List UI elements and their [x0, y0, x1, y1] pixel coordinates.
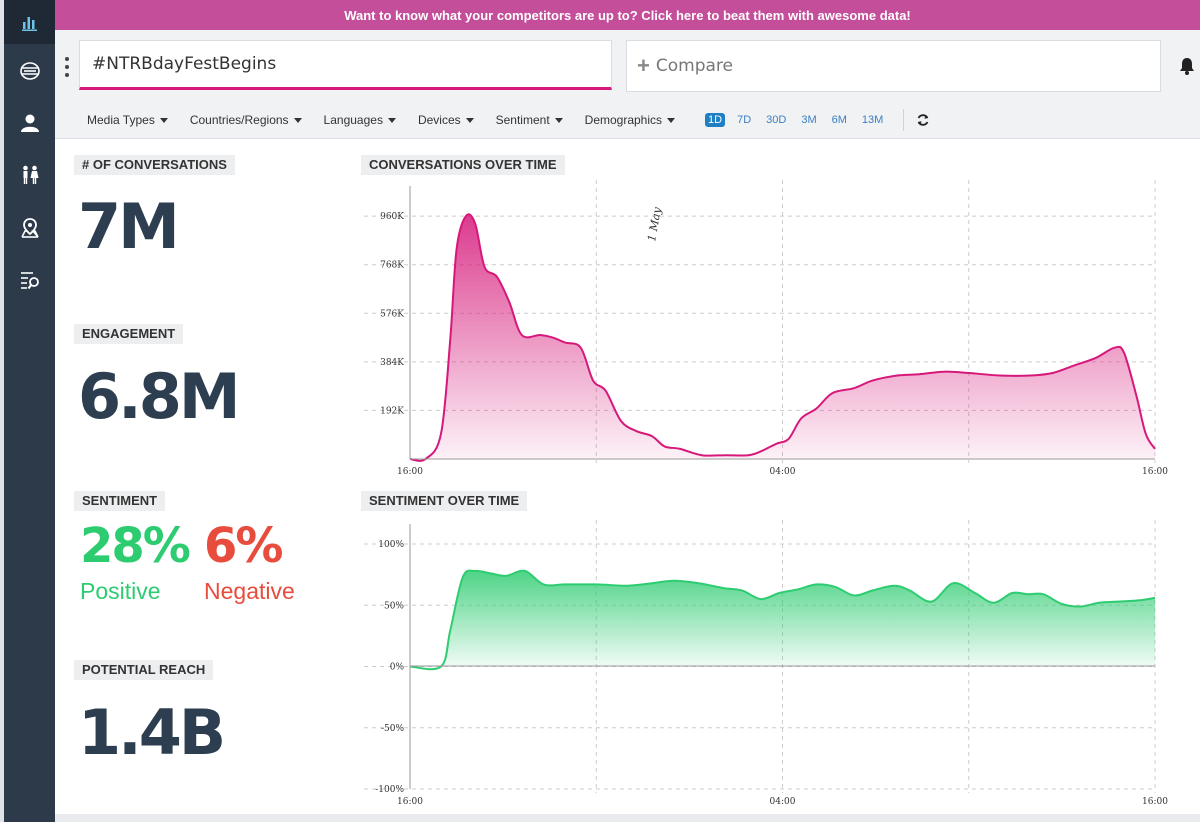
list-search-icon	[20, 272, 39, 290]
engagement-label: ENGAGEMENT	[74, 324, 184, 344]
filter-label: Media Types	[87, 113, 155, 127]
sidebar-item-demographics[interactable]	[4, 153, 55, 197]
search-box[interactable]	[79, 40, 612, 90]
y-tick-label: -100%	[375, 785, 404, 795]
y-tick-label: 384K	[380, 358, 404, 368]
map-pin-icon	[20, 218, 39, 238]
chevron-down-icon	[465, 117, 474, 123]
y-tick-label: 576K	[380, 309, 404, 319]
y-tick-label: 768K	[380, 261, 404, 271]
series-line	[409, 569, 1156, 671]
sentiment-chart-title: SENTIMENT OVER TIME	[361, 491, 528, 511]
y-tick-label: 960K	[380, 212, 404, 222]
reach-label: POTENTIAL REACH	[74, 660, 214, 680]
chevron-down-icon	[667, 117, 676, 123]
chevron-down-icon	[554, 117, 563, 123]
y-tick-label: 50%	[384, 601, 404, 611]
chevron-down-icon	[293, 117, 302, 123]
x-tick-label: 04:00	[770, 467, 796, 477]
sentiment-label: SENTIMENT	[74, 491, 166, 511]
filter-media-types[interactable]: Media Types	[87, 113, 168, 127]
sidebar-item-search-list[interactable]	[4, 258, 55, 302]
series-area	[410, 570, 1155, 670]
x-tick-label: 16:00	[397, 467, 423, 477]
filter-languages[interactable]: Languages	[324, 113, 396, 127]
filter-label: Demographics	[584, 113, 663, 127]
reach-value: 1.4B	[78, 696, 226, 769]
user-icon	[20, 114, 39, 132]
sidebar-edge	[0, 0, 4, 822]
negative-sentiment-value: 6%	[204, 518, 283, 574]
sidebar-item-dashboard[interactable]	[4, 0, 55, 44]
promo-banner[interactable]: Want to know what your competitors are u…	[55, 0, 1200, 30]
footer-strip	[55, 814, 1200, 822]
query-toolbar: + Compare Media Types Countries/Regions …	[55, 30, 1200, 139]
range-30d[interactable]: 30D	[766, 114, 787, 126]
sidebar	[0, 0, 55, 822]
filter-countries-regions[interactable]: Countries/Regions	[190, 113, 302, 127]
y-tick-label: 0%	[390, 663, 405, 673]
x-tick-label: 16:00	[1142, 467, 1168, 477]
sidebar-item-global[interactable]	[4, 49, 55, 93]
bar-chart-icon	[21, 17, 37, 31]
divider	[903, 109, 905, 131]
chevron-down-icon	[159, 117, 168, 123]
plus-icon: +	[637, 53, 650, 78]
positive-sentiment-label: Positive	[80, 578, 161, 604]
bell-icon[interactable]	[1177, 56, 1197, 76]
series-line	[409, 213, 1156, 462]
positive-sentiment-value: 28%	[80, 518, 191, 574]
y-tick-label: 192K	[380, 406, 404, 416]
range-7d[interactable]: 7D	[737, 114, 752, 126]
promo-banner-text[interactable]: Want to know what your competitors are u…	[344, 7, 911, 23]
filter-label: Devices	[417, 113, 461, 127]
people-icon	[22, 165, 38, 184]
conversations-label: # OF CONVERSATIONS	[74, 155, 235, 175]
more-options-icon[interactable]	[63, 57, 71, 77]
filter-bar: Media Types Countries/Regions Languages …	[87, 109, 930, 131]
engagement-value: 6.8M	[78, 360, 241, 433]
compare-button[interactable]: + Compare	[626, 40, 1161, 92]
refresh-icon[interactable]	[916, 113, 930, 127]
compare-label: Compare	[655, 56, 733, 76]
negative-sentiment-label: Negative	[204, 578, 295, 604]
time-range-selector: 1D 7D 30D 3M 6M 13M	[705, 113, 895, 127]
search-input[interactable]	[80, 41, 611, 87]
range-6m[interactable]: 6M	[831, 114, 847, 126]
globe-icon	[19, 62, 40, 80]
filter-sentiment[interactable]: Sentiment	[496, 113, 563, 127]
range-13m[interactable]: 13M	[861, 114, 884, 126]
filter-label: Countries/Regions	[189, 113, 289, 127]
chevron-down-icon	[387, 117, 396, 123]
conversations-value: 7M	[78, 190, 180, 263]
range-1d[interactable]: 1D	[705, 113, 726, 127]
x-tick-label: 16:00	[397, 797, 423, 807]
y-tick-label: 100%	[378, 540, 404, 550]
range-3m[interactable]: 3M	[801, 114, 817, 126]
filter-label: Languages	[323, 113, 383, 127]
sentiment-chart[interactable]: -100% -50% 0% 50% 100% 16:00 04:00 16:00	[360, 520, 1170, 815]
filter-demographics[interactable]: Demographics	[584, 113, 676, 127]
x-tick-label: 16:00	[1142, 797, 1168, 807]
x-tick-label: 04:00	[770, 797, 796, 807]
filter-label: Sentiment	[495, 113, 550, 127]
sidebar-item-locations[interactable]	[4, 206, 55, 250]
series-area	[410, 214, 1155, 461]
conversations-chart[interactable]: 192K 384K 576K 768K 960K 16:00 04:00 16:00 1 May	[360, 180, 1170, 480]
sidebar-item-profile[interactable]	[4, 101, 55, 145]
filter-devices[interactable]: Devices	[418, 113, 474, 127]
y-tick-label: -50%	[381, 724, 404, 734]
conversations-chart-title: CONVERSATIONS OVER TIME	[361, 155, 565, 175]
date-annotation: 1 May	[645, 205, 664, 242]
